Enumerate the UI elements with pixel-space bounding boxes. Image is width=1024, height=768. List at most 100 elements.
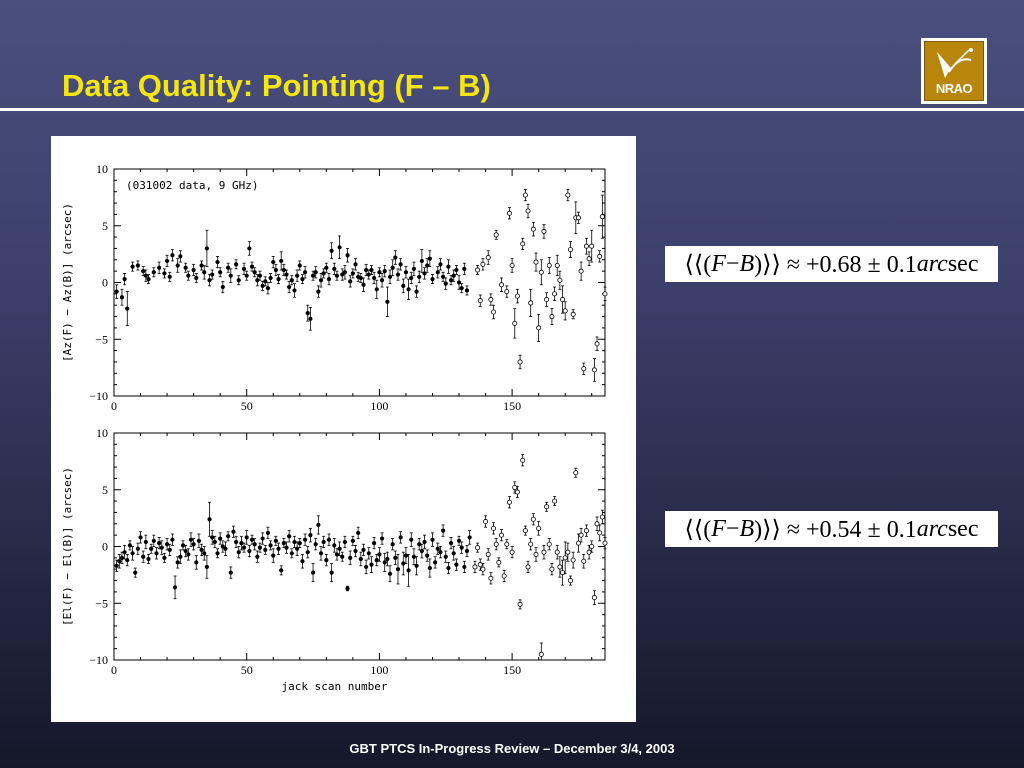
point-marker bbox=[297, 263, 302, 268]
data-point bbox=[231, 525, 236, 538]
point-marker bbox=[281, 267, 286, 273]
point-marker bbox=[565, 549, 571, 555]
point-marker bbox=[387, 571, 393, 576]
data-point bbox=[255, 550, 260, 563]
point-marker bbox=[433, 560, 438, 565]
point-marker bbox=[441, 274, 446, 279]
point-marker bbox=[530, 226, 536, 232]
point-marker bbox=[533, 551, 539, 557]
slide-footer: GBT PTCS In-Progress Review – December 3… bbox=[349, 741, 675, 756]
data-point bbox=[438, 258, 443, 271]
point-marker bbox=[302, 537, 308, 542]
point-marker bbox=[157, 540, 162, 546]
data-point bbox=[271, 548, 276, 563]
data-point bbox=[276, 274, 281, 285]
data-point bbox=[441, 271, 446, 282]
point-marker bbox=[151, 538, 156, 543]
data-point bbox=[366, 269, 371, 280]
point-marker bbox=[570, 557, 576, 563]
point-marker bbox=[268, 275, 273, 281]
data-point bbox=[549, 308, 555, 325]
point-marker bbox=[578, 268, 584, 274]
point-marker bbox=[514, 489, 520, 495]
point-marker bbox=[162, 271, 167, 276]
data-point bbox=[441, 524, 446, 537]
point-marker bbox=[199, 263, 204, 268]
point-marker bbox=[326, 276, 332, 282]
data-point bbox=[488, 293, 494, 306]
point-marker bbox=[204, 564, 209, 570]
point-marker bbox=[385, 299, 390, 304]
data-point bbox=[287, 280, 292, 294]
data-point bbox=[371, 537, 377, 550]
data-point bbox=[462, 262, 467, 275]
point-marker bbox=[292, 288, 297, 293]
data-point bbox=[228, 268, 233, 283]
data-point bbox=[406, 278, 411, 300]
point-marker bbox=[324, 558, 329, 563]
data-point bbox=[433, 556, 438, 569]
data-point bbox=[146, 274, 151, 285]
data-point bbox=[557, 270, 563, 290]
point-marker bbox=[581, 366, 587, 372]
formula-prefix: ⟨⟨( bbox=[684, 251, 712, 278]
data-point bbox=[390, 259, 395, 277]
data-point bbox=[575, 533, 581, 553]
data-point bbox=[371, 271, 377, 285]
data-point bbox=[204, 229, 209, 268]
point-marker bbox=[249, 537, 255, 542]
point-marker bbox=[287, 534, 292, 539]
data-point bbox=[589, 540, 595, 553]
data-point bbox=[295, 269, 300, 282]
point-marker bbox=[387, 274, 393, 279]
point-marker bbox=[544, 297, 550, 303]
point-marker bbox=[390, 542, 395, 547]
formula-sec: sec bbox=[947, 250, 979, 277]
data-point bbox=[287, 530, 292, 543]
point-marker bbox=[122, 276, 127, 282]
data-point bbox=[562, 301, 568, 321]
point-marker bbox=[271, 259, 276, 265]
point-marker bbox=[218, 270, 223, 275]
point-marker bbox=[382, 269, 387, 274]
point-marker bbox=[589, 243, 595, 249]
data-point bbox=[186, 270, 191, 281]
data-point bbox=[350, 268, 355, 279]
data-point bbox=[364, 263, 369, 277]
data-point bbox=[321, 535, 326, 549]
data-point bbox=[581, 554, 587, 569]
data-point bbox=[207, 501, 212, 537]
point-marker bbox=[451, 273, 456, 278]
data-point bbox=[485, 250, 491, 265]
point-marker bbox=[581, 558, 587, 564]
point-marker bbox=[300, 559, 305, 564]
point-marker bbox=[268, 543, 273, 548]
point-marker bbox=[228, 273, 233, 278]
point-marker bbox=[454, 267, 459, 273]
data-point bbox=[393, 250, 398, 265]
data-point bbox=[162, 268, 167, 279]
point-marker bbox=[130, 551, 135, 556]
point-marker bbox=[498, 532, 504, 538]
data-point bbox=[297, 260, 302, 271]
point-marker bbox=[594, 521, 600, 527]
point-marker bbox=[602, 540, 608, 546]
point-marker bbox=[117, 559, 122, 564]
point-marker bbox=[175, 560, 180, 565]
data-point bbox=[345, 585, 350, 592]
data-point bbox=[425, 549, 430, 562]
point-marker bbox=[265, 286, 271, 291]
data-point bbox=[525, 560, 531, 574]
point-marker bbox=[602, 291, 608, 297]
x-tick-label: 50 bbox=[241, 663, 253, 677]
point-marker bbox=[353, 548, 358, 554]
data-point bbox=[480, 258, 486, 271]
data-point bbox=[186, 548, 191, 561]
data-point bbox=[464, 544, 470, 558]
point-marker bbox=[175, 263, 180, 268]
data-point bbox=[358, 551, 363, 567]
data-point bbox=[485, 548, 491, 561]
point-marker bbox=[252, 270, 257, 275]
point-marker bbox=[257, 545, 263, 550]
point-marker bbox=[310, 273, 316, 278]
